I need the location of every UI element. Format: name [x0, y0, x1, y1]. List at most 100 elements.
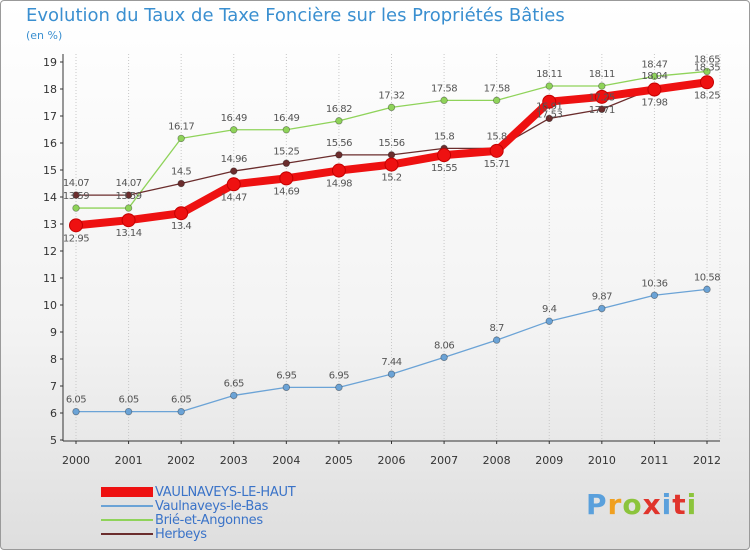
legend-swatch: [101, 533, 153, 535]
series-point: [387, 370, 396, 378]
x-tick-label: 2011: [640, 454, 668, 467]
series-point: [440, 96, 448, 105]
data-label: 18.11: [589, 69, 615, 80]
series-point: [598, 105, 606, 113]
data-label: 15.55: [431, 163, 457, 174]
data-label: 16.49: [273, 113, 299, 124]
data-label: 17.58: [484, 83, 510, 94]
x-tick-label: 2012: [693, 454, 721, 467]
series-point: [174, 206, 189, 221]
series-point: [230, 391, 238, 400]
x-tick-label: 2003: [220, 454, 248, 467]
data-label: 15.8: [487, 131, 507, 142]
legend-swatch: [101, 487, 153, 497]
data-label: 14.07: [116, 178, 142, 189]
logo-letter: t: [672, 488, 687, 521]
series-point: [700, 75, 714, 90]
series-point: [650, 291, 659, 299]
series-point: [279, 171, 294, 186]
series-point: [335, 151, 343, 159]
data-label: 16.17: [168, 121, 194, 132]
logo-letter: o: [622, 488, 643, 521]
x-tick-label: 2008: [483, 454, 511, 467]
data-label: 18.35: [694, 63, 720, 74]
series-point: [703, 285, 711, 294]
legend-label: VAULNAVEYS-LE-HAUT: [155, 484, 296, 500]
series-point: [124, 204, 133, 212]
data-label: 13.59: [63, 191, 89, 202]
logo-letter: r: [607, 488, 623, 521]
data-label: 13.59: [116, 191, 142, 202]
logo-letter: P: [586, 488, 608, 521]
data-label: 14.5: [171, 167, 191, 178]
y-tick-label: 12: [43, 245, 57, 258]
series-point: [72, 204, 80, 212]
x-tick-label: 2000: [62, 454, 90, 467]
data-label: 15.56: [326, 138, 352, 149]
y-tick-label: 9: [50, 326, 57, 339]
data-label: 6.65: [224, 378, 244, 389]
series-point: [545, 82, 553, 90]
data-label: 15.8: [434, 131, 454, 142]
data-label: 9.87: [592, 292, 612, 303]
y-tick-label: 15: [43, 164, 57, 177]
series-point: [335, 383, 343, 392]
logo-letter: i: [686, 488, 698, 521]
series-point: [489, 143, 504, 158]
data-label: 18.47: [641, 59, 667, 70]
series-point: [384, 157, 399, 172]
x-tick-label: 2009: [535, 454, 563, 467]
data-label: 15.25: [273, 146, 299, 157]
legend-item: Brié-et-Angonnes: [101, 513, 295, 528]
legend-item: VAULNAVEYS-LE-HAUT: [101, 484, 296, 500]
series-point: [282, 159, 291, 167]
y-tick-label: 19: [43, 56, 57, 69]
series-point: [230, 126, 238, 134]
series-point: [387, 103, 396, 112]
y-tick-label: 14: [43, 191, 57, 204]
data-label: 13.14: [116, 228, 142, 239]
data-label: 17.98: [641, 98, 667, 109]
data-label: 8.06: [434, 340, 454, 351]
data-label: 6.05: [66, 395, 86, 406]
series-point: [703, 67, 711, 76]
data-label: 18.65: [694, 54, 720, 65]
series-point: [440, 353, 448, 362]
data-label: 6.95: [276, 370, 296, 381]
legend-item: Herbeys: [101, 527, 295, 542]
series-point: [282, 383, 291, 392]
x-tick-label: 2002: [167, 454, 195, 467]
series-point: [124, 407, 133, 416]
x-tick-label: 2007: [430, 454, 458, 467]
series-point: [492, 336, 501, 344]
data-label: 9.4: [542, 304, 557, 315]
series-point: [177, 179, 185, 188]
data-label: 17.71: [589, 105, 615, 116]
data-label: 6.05: [118, 395, 138, 406]
legend-swatch: [101, 519, 153, 521]
y-tick-label: 6: [50, 407, 57, 420]
y-tick-label: 17: [43, 110, 57, 123]
data-label: 15.2: [381, 173, 401, 184]
series-point: [177, 407, 185, 416]
data-label: 17.32: [378, 90, 404, 101]
series-point: [124, 191, 133, 199]
data-label: 8.7: [489, 323, 504, 334]
series-point: [230, 167, 238, 175]
proxiti-logo: Proxiti: [586, 488, 697, 521]
series-point: [335, 117, 343, 125]
data-label: 10.58: [694, 272, 720, 283]
data-label: 14.07: [63, 178, 89, 189]
data-label: 14.69: [273, 186, 299, 197]
y-tick-label: 7: [50, 380, 57, 393]
data-label: 7.44: [381, 357, 401, 368]
legend-swatch: [101, 505, 153, 507]
x-tick-label: 2005: [325, 454, 353, 467]
x-tick-label: 2001: [115, 454, 143, 467]
data-label: 17.58: [431, 83, 457, 94]
y-tick-label: 8: [50, 353, 57, 366]
data-label: 18.04: [641, 71, 667, 82]
series-point: [72, 191, 80, 199]
y-tick-label: 18: [43, 83, 57, 96]
